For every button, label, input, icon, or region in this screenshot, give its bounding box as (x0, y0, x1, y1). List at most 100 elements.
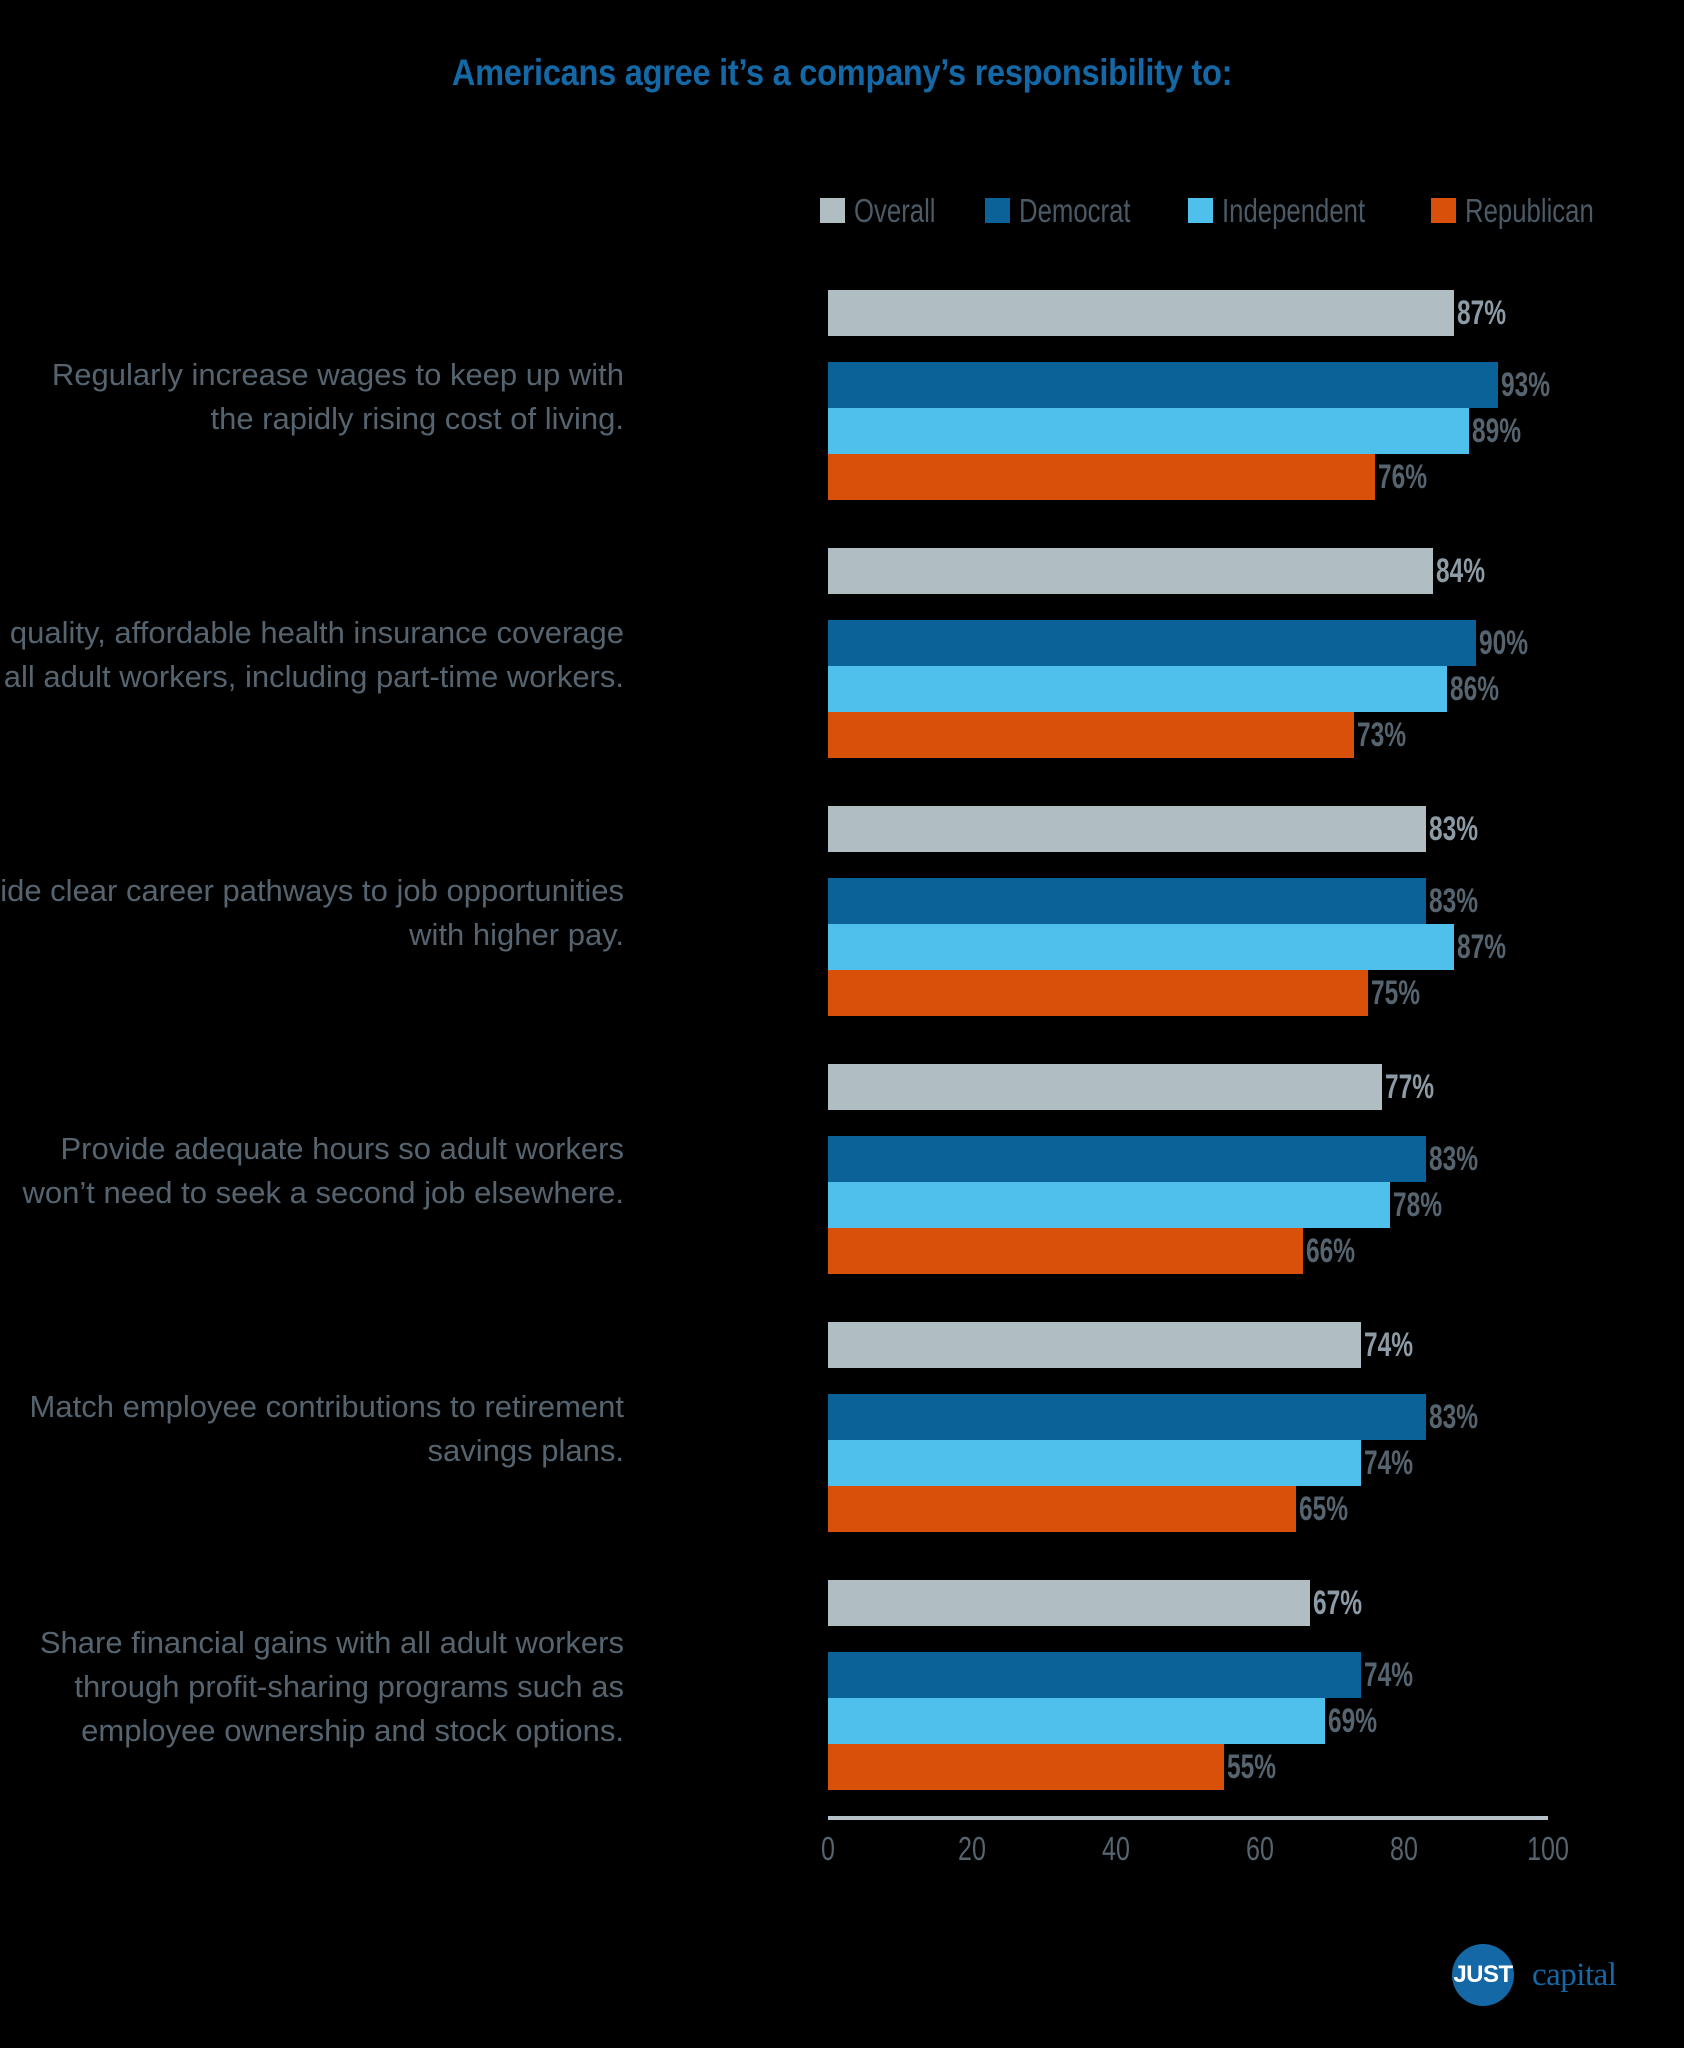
chart-legend: Overall Democrat Independent Republican (820, 194, 1670, 227)
bar-row-republican[interactable]: 73% (828, 712, 1684, 758)
bar-group-bars: 87% 93% 89% 76% (828, 290, 1684, 500)
bar-value-label: 66% (1306, 1232, 1356, 1270)
bar-value-label: 74% (1363, 1656, 1413, 1694)
legend-item-independent[interactable]: Independent (1187, 194, 1406, 227)
bar-republican[interactable] (828, 1228, 1304, 1274)
bar-democrat[interactable] (828, 620, 1476, 666)
bar-row-overall[interactable]: 83% (828, 806, 1684, 852)
bar-value-label: 77% (1385, 1068, 1435, 1106)
x-axis-tick-label: 100 (1527, 1830, 1569, 1867)
bar-row-republican[interactable]: 55% (828, 1744, 1684, 1790)
bar-row-democrat[interactable]: 74% (828, 1652, 1684, 1698)
bar-democrat[interactable] (828, 1136, 1426, 1182)
bar-republican[interactable] (828, 454, 1376, 500)
bar-republican[interactable] (828, 1486, 1296, 1532)
x-axis-ticks: 0 20 40 60 80 100 (821, 1830, 1569, 1878)
bar-row-democrat[interactable]: 93% (828, 362, 1684, 408)
x-axis-tick-label: 80 (1390, 1830, 1418, 1867)
bar-row-independent[interactable]: 87% (828, 924, 1684, 970)
bar-row-overall[interactable]: 87% (828, 290, 1684, 336)
just-logo-mark-text: JUST (1453, 1961, 1513, 1988)
just-logo-mark: JUST (1452, 1944, 1514, 2006)
bar-row-overall[interactable]: 67% (828, 1580, 1684, 1626)
bar-group-bars: 67% 74% 69% 55% (828, 1580, 1684, 1790)
category-label: Match employee contributions to retireme… (29, 1388, 624, 1468)
bar-republican[interactable] (828, 1744, 1224, 1790)
x-axis-tick-label: 20 (958, 1830, 986, 1867)
bar-row-democrat[interactable]: 83% (828, 1136, 1684, 1182)
legend-swatch-icon-overall (820, 198, 845, 223)
category-label: Provide quality, affordable health insur… (0, 614, 624, 694)
bar-value-label: 55% (1227, 1748, 1277, 1786)
legend-swatch-icon-republican (1431, 198, 1457, 223)
legend-item-republican[interactable]: Republican (1431, 194, 1630, 227)
bar-overall[interactable] (828, 1580, 1311, 1626)
bar-row-overall[interactable]: 84% (828, 548, 1684, 594)
bar-value-label: 84% (1435, 552, 1485, 590)
legend-swatch-icon-democrat (984, 198, 1010, 223)
bar-republican[interactable] (828, 970, 1368, 1016)
x-axis-tick-label: 40 (1102, 1830, 1130, 1867)
bar-group: Match employee contributions to retireme… (0, 1300, 1684, 1558)
category-label: Share financial gains with all adult wor… (39, 1624, 624, 1749)
bar-independent[interactable] (828, 408, 1469, 454)
bar-row-republican[interactable]: 66% (828, 1228, 1684, 1274)
bar-value-label: 83% (1428, 1140, 1478, 1178)
bar-group-bars: 84% 90% 86% 73% (828, 548, 1684, 758)
bar-row-independent[interactable]: 89% (828, 408, 1684, 454)
bar-democrat[interactable] (828, 1394, 1426, 1440)
bar-group: Share financial gains with all adult wor… (0, 1558, 1684, 1816)
bar-independent[interactable] (828, 1182, 1390, 1228)
bar-row-republican[interactable]: 75% (828, 970, 1684, 1016)
legend-item-democrat[interactable]: Democrat (984, 192, 1162, 229)
bar-value-label: 65% (1299, 1490, 1349, 1528)
x-axis-line (828, 1816, 1548, 1820)
bar-independent[interactable] (828, 1440, 1361, 1486)
bar-row-independent[interactable]: 86% (828, 666, 1684, 712)
bar-row-overall[interactable]: 77% (828, 1064, 1684, 1110)
bar-overall[interactable] (828, 1322, 1361, 1368)
legend-label-republican: Republican (1465, 192, 1594, 229)
bar-row-overall[interactable]: 74% (828, 1322, 1684, 1368)
x-axis-tick-label: 60 (1246, 1830, 1274, 1867)
x-axis-tick-label: 0 (821, 1830, 835, 1867)
bar-row-democrat[interactable]: 83% (828, 878, 1684, 924)
x-axis: 0 20 40 60 80 100 (821, 1816, 1684, 1878)
legend-item-overall[interactable]: Overall (820, 194, 959, 227)
bar-republican[interactable] (828, 712, 1354, 758)
bar-democrat[interactable] (828, 362, 1498, 408)
bar-overall[interactable] (828, 1064, 1383, 1110)
bar-independent[interactable] (828, 924, 1455, 970)
bar-row-republican[interactable]: 76% (828, 454, 1684, 500)
bar-row-democrat[interactable]: 90% (828, 620, 1684, 666)
bar-value-label: 93% (1500, 366, 1550, 404)
bar-overall[interactable] (828, 806, 1426, 852)
bar-value-label: 87% (1457, 928, 1507, 966)
bar-independent[interactable] (828, 1698, 1325, 1744)
bar-value-label: 78% (1392, 1186, 1442, 1224)
bar-row-independent[interactable]: 69% (828, 1698, 1684, 1744)
bar-independent[interactable] (828, 666, 1448, 712)
bar-row-independent[interactable]: 78% (828, 1182, 1684, 1228)
bar-democrat[interactable] (828, 1652, 1361, 1698)
bar-group: Provide clear career pathways to job opp… (0, 784, 1684, 1042)
bar-overall[interactable] (828, 290, 1455, 336)
bar-row-republican[interactable]: 65% (828, 1486, 1684, 1532)
bar-value-label: 87% (1457, 294, 1507, 332)
bar-value-label: 83% (1428, 882, 1478, 920)
bar-group-bars: 77% 83% 78% 66% (828, 1064, 1684, 1274)
bar-overall[interactable] (828, 548, 1433, 594)
bar-value-label: 75% (1371, 974, 1421, 1012)
bar-value-label: 69% (1327, 1702, 1377, 1740)
bar-group: Provide quality, affordable health insur… (0, 526, 1684, 784)
category-label: Regularly increase wages to keep up with… (51, 356, 624, 436)
capital-logo-word: capital (1532, 1956, 1617, 1993)
bar-row-independent[interactable]: 74% (828, 1440, 1684, 1486)
legend-label-democrat: Democrat (1018, 192, 1131, 229)
bar-row-democrat[interactable]: 83% (828, 1394, 1684, 1440)
bar-value-label: 74% (1363, 1444, 1413, 1482)
bar-democrat[interactable] (828, 878, 1426, 924)
category-label: Provide adequate hours so adult workers … (22, 1130, 624, 1210)
bar-value-label: 73% (1356, 716, 1406, 754)
